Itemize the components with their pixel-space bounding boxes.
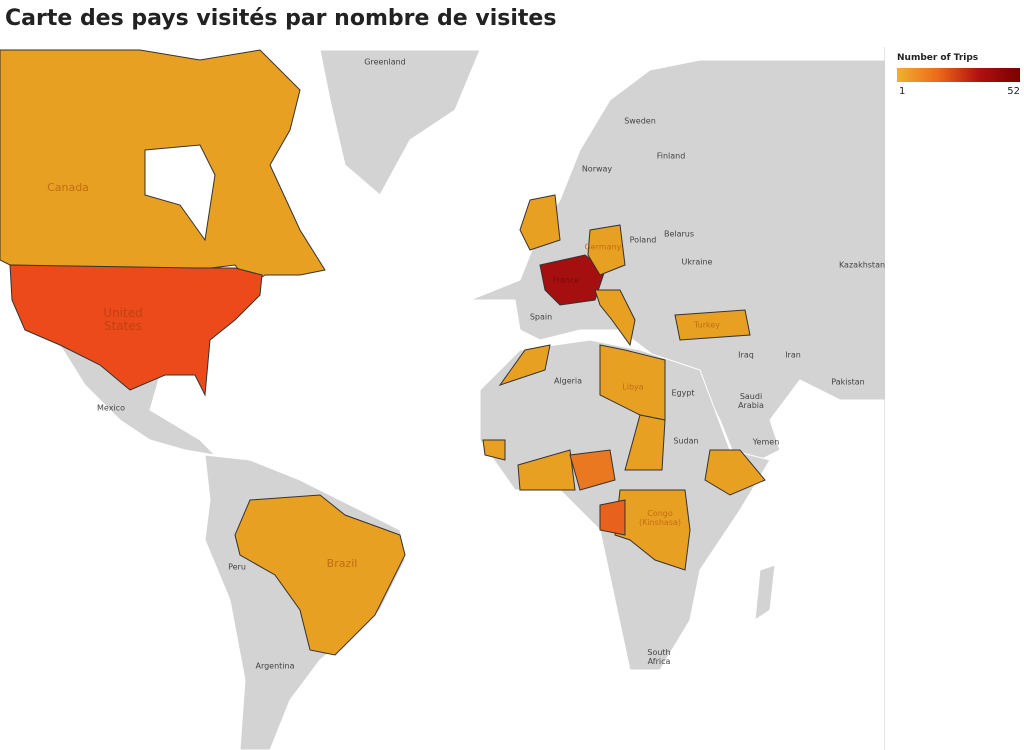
country-label: Finland [656, 151, 686, 161]
country-label: Mexico [97, 403, 125, 413]
country-label: Belarus [663, 229, 695, 239]
legend-min: 1 [899, 86, 906, 97]
country-label: Norway [581, 164, 613, 174]
country-label: Sudan [673, 436, 699, 446]
legend-max: 52 [1007, 86, 1020, 97]
country-label: Iraq [738, 350, 754, 360]
country-label: Yemen [752, 437, 780, 447]
country-label: Congo (Kinshasa) [639, 509, 681, 527]
country-label: Saudi Arabia [738, 392, 764, 410]
country-label: Kazakhstan [838, 260, 886, 270]
country-label: Libya [622, 382, 644, 392]
country-label: Algeria [553, 376, 583, 386]
country-label: Argentina [255, 661, 295, 671]
country-label: France [552, 275, 580, 285]
title: Carte des pays visités par nombre de vis… [5, 6, 557, 31]
country-label: Poland [629, 235, 657, 245]
country-label: Sweden [624, 116, 656, 126]
country-label: Pakistan [831, 377, 865, 387]
country-label: Ukraine [681, 257, 713, 267]
country-label: Turkey [693, 320, 721, 330]
country-label: Iran [785, 350, 801, 360]
country-label: Brazil [326, 556, 358, 570]
country-label: Germany [584, 242, 622, 252]
country-label: Peru [228, 562, 246, 572]
country-label: United States [103, 305, 143, 333]
legend-gradient [897, 68, 1020, 82]
map [0, 47, 885, 750]
country-label: Canada [47, 180, 89, 194]
legend-title: Number of Trips [897, 53, 979, 63]
country-label: South Africa [647, 648, 671, 666]
country-label: Greenland [364, 57, 406, 67]
country-label: Spain [529, 312, 553, 322]
country-label: Egypt [671, 388, 695, 398]
